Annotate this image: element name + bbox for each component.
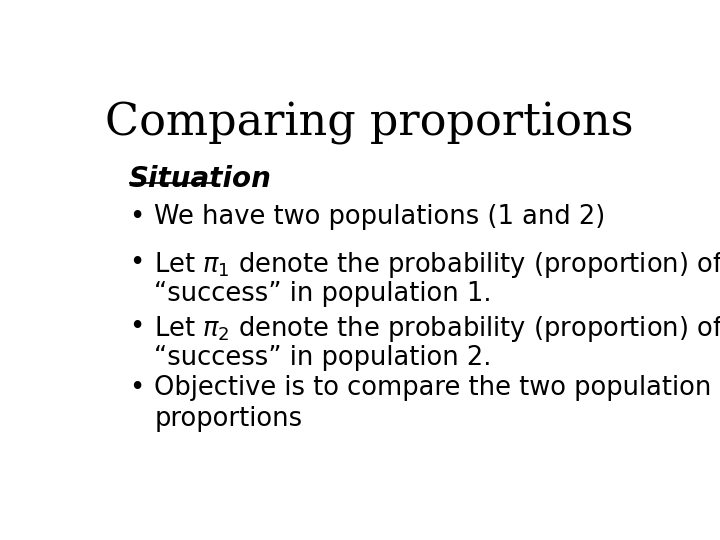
Text: proportions: proportions — [154, 406, 302, 432]
Text: We have two populations (1 and 2): We have two populations (1 and 2) — [154, 204, 606, 230]
Text: Let $\pi_{2}$ denote the probability (proportion) of: Let $\pi_{2}$ denote the probability (pr… — [154, 314, 720, 345]
Text: Let $\pi_{1}$ denote the probability (proportion) of: Let $\pi_{1}$ denote the probability (pr… — [154, 250, 720, 280]
Text: •: • — [129, 204, 144, 230]
Text: •: • — [129, 314, 144, 340]
Text: Objective is to compare the two population: Objective is to compare the two populati… — [154, 375, 711, 401]
Text: “success” in population 2.: “success” in population 2. — [154, 346, 492, 372]
Text: Comparing proportions: Comparing proportions — [104, 102, 634, 145]
Text: Situation: Situation — [129, 165, 272, 193]
Text: “success” in population 1.: “success” in population 1. — [154, 281, 492, 307]
Text: •: • — [129, 250, 144, 276]
Text: •: • — [129, 375, 144, 401]
